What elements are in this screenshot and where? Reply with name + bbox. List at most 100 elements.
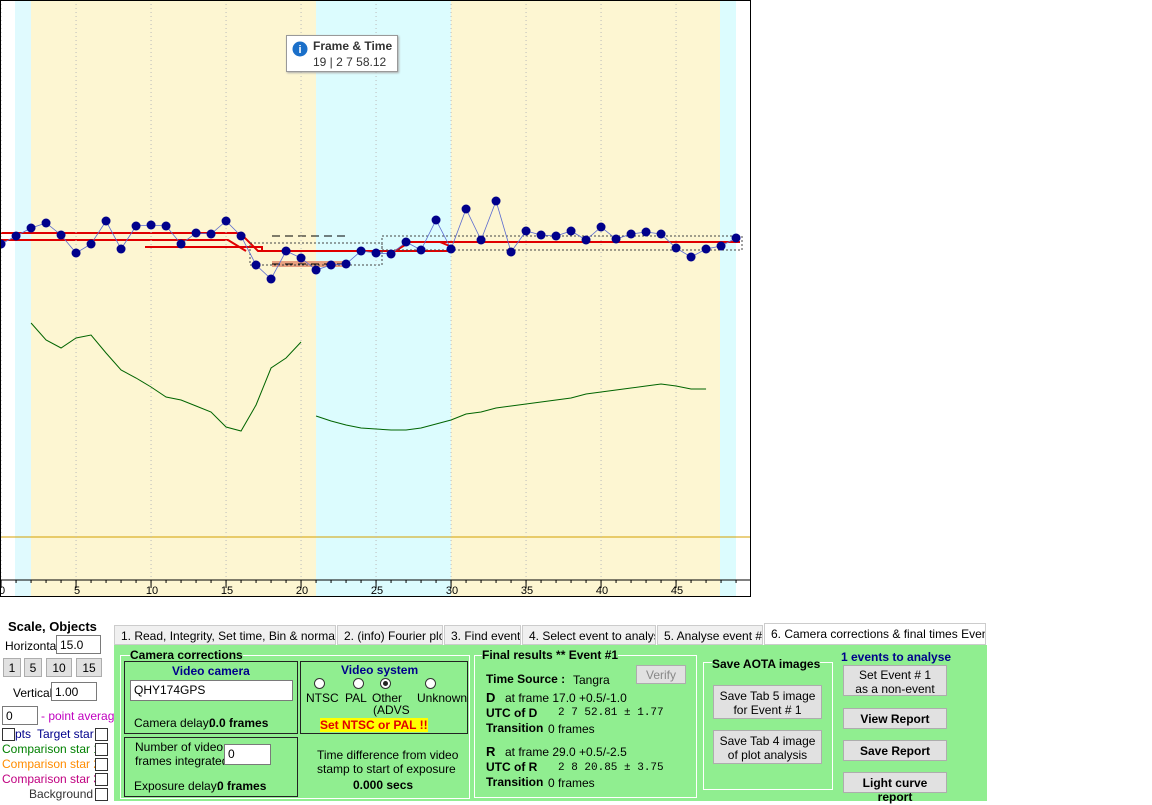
radio[interactable] (425, 678, 436, 689)
data-point (446, 244, 456, 254)
plot: 0 5 10 15 20 25 30 35 40 45 (0, 0, 751, 597)
label: PAL (345, 691, 367, 705)
checkbox[interactable] (95, 758, 108, 771)
label: Save AOTA images (712, 657, 821, 671)
light-curve (30, 322, 302, 432)
group (124, 661, 298, 734)
label: Horizontal (5, 639, 60, 653)
label: Transition (486, 721, 544, 735)
group (703, 662, 833, 790)
data-point (536, 230, 546, 240)
label: Comparison star 1 (2, 742, 101, 756)
x-tick-label: 40 (596, 585, 608, 597)
checkbox[interactable] (2, 728, 15, 741)
tab[interactable]: 1. Read, Integrity, Set time, Bin & norm… (114, 625, 336, 645)
x-tick-label: 25 (371, 585, 383, 597)
data-point (626, 229, 636, 239)
label: Video system (341, 663, 419, 677)
data-point (311, 265, 321, 275)
data-point (191, 228, 201, 238)
info-icon: i (292, 41, 308, 57)
button-text: Set Event # 1 (858, 668, 932, 682)
checkbox[interactable] (95, 788, 108, 801)
button-text: Save Tab 4 image (719, 734, 816, 748)
button-text: as a non-event (855, 682, 935, 696)
band (720, 0, 736, 597)
data-point (41, 218, 51, 228)
x-tick-label: 35 (521, 585, 533, 597)
spin[interactable]: 1.00 (51, 682, 97, 701)
tab[interactable]: 6. Camera corrections & final times Even… (764, 623, 986, 645)
button[interactable]: Verify (636, 665, 686, 684)
x-tick-label: 10 (146, 585, 158, 597)
data-point (401, 237, 411, 247)
tab-page (114, 645, 987, 801)
label: 1 events to analyse (841, 650, 952, 664)
data-point (416, 245, 426, 255)
data-point (356, 246, 366, 256)
label: (ADVS (373, 703, 410, 717)
button[interactable]: 15 (76, 658, 102, 677)
combo[interactable]: 0 (224, 744, 271, 765)
checkbox[interactable] (95, 773, 108, 786)
label: Exposure delay: (134, 779, 221, 793)
band (15, 0, 31, 597)
label: stamp to start of exposure (317, 762, 456, 776)
tooltip-text: 19 | 2 7 58.12 (313, 55, 387, 69)
data-point (461, 204, 471, 214)
data-point (581, 235, 591, 245)
button[interactable]: Light curve report (843, 772, 947, 804)
data-point (206, 229, 216, 239)
x-tick-label: 5 (74, 585, 80, 597)
data-point (641, 227, 651, 237)
button[interactable]: Set Event # 1 as a non-event (843, 665, 947, 696)
data-point (101, 216, 111, 226)
data-point (221, 216, 231, 226)
tab[interactable]: 4. Select event to analyse (522, 625, 656, 645)
data-point (71, 248, 81, 258)
tab[interactable]: 5. Analyse event #1 (657, 625, 763, 645)
label: Scale, Objects (8, 619, 97, 634)
spin[interactable]: 15.0 (56, 635, 101, 654)
data-point (551, 231, 561, 241)
combo[interactable]: 0 (2, 706, 38, 725)
data-point (251, 260, 261, 270)
label: Video camera (172, 664, 250, 678)
data-point (671, 243, 681, 253)
label: Target star (37, 727, 94, 741)
data-point (0, 239, 6, 249)
data-point (386, 249, 396, 259)
tab[interactable]: 2. (info) Fourier plot (337, 625, 443, 645)
x-tick-label: 30 (446, 585, 458, 597)
x-tick-label: 20 (296, 585, 308, 597)
tooltip-title: Frame & Time (313, 39, 393, 53)
model-line (0, 232, 450, 252)
label: pts (15, 727, 32, 741)
data-point (236, 231, 246, 241)
data-point (371, 248, 381, 258)
label: at frame 29.0 +0.5/-2.5 (505, 745, 627, 759)
button[interactable]: 10 (46, 658, 72, 677)
tab[interactable]: 3. Find events (444, 625, 521, 645)
checkbox[interactable] (95, 728, 108, 741)
radio[interactable] (314, 678, 325, 689)
data-point (56, 230, 66, 240)
button[interactable]: 5 (24, 658, 42, 677)
button[interactable]: View Report (843, 708, 947, 729)
checkbox[interactable] (95, 743, 108, 756)
data-point (131, 221, 141, 231)
data-point (146, 220, 156, 230)
label: Number of video (135, 740, 224, 754)
data-point (731, 233, 741, 243)
button[interactable]: Save Tab 5 image for Event # 1 (713, 685, 822, 719)
group (120, 655, 470, 799)
label: 2 7 52.81 ± 1.77 (558, 707, 664, 719)
button[interactable]: Save Report (843, 740, 947, 761)
combo[interactable]: QHY174GPS (130, 680, 293, 701)
button[interactable]: Save Tab 4 image of plot analysis (713, 730, 822, 764)
label: 0 frames (548, 776, 595, 790)
radio[interactable] (353, 678, 364, 689)
data-point (506, 247, 516, 257)
button[interactable]: 1 (3, 658, 21, 677)
